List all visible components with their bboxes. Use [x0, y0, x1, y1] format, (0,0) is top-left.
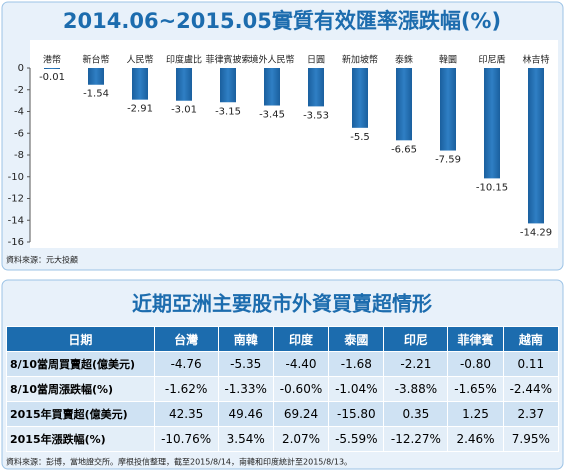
table-cell: 3.54% — [217, 426, 274, 452]
table-cell: 印尼 — [383, 326, 449, 352]
table-title: 近期亞洲主要股市外資買賣超情形 — [132, 292, 432, 316]
value-label: -3.01 — [171, 105, 197, 116]
table-row: 8/10當周漲跌幅(%) -1.62% -1.33% -0.60% -1.04% -3.8… — [6, 376, 560, 402]
table-cell: 8/10當周買賣超(億美元) — [6, 351, 155, 377]
table-cell: 泰國 — [328, 326, 385, 352]
table-cell: 日期 — [6, 326, 155, 352]
table-cell: 南韓 — [217, 326, 274, 352]
bar — [132, 68, 148, 100]
table-cell: 2.46% — [447, 426, 504, 452]
table-cell: -5.59% — [328, 426, 385, 452]
value-label: -2.91 — [127, 104, 153, 115]
category-label: 印度盧比 — [166, 54, 202, 66]
bar — [396, 68, 412, 141]
table-cell: 49.46 — [217, 401, 274, 427]
y-tick-label: -16 — [8, 237, 24, 248]
table-row: 日期 台灣 南韓 印度 泰國 印尼 菲律賓 越南 — [6, 326, 560, 352]
table-cell: -10.76% — [153, 426, 219, 452]
category-label: 韓圜 — [439, 55, 457, 66]
value-label: -0.01 — [39, 72, 65, 83]
table-cell: 1.25 — [447, 401, 504, 427]
table-row: 2015年漲跌幅(%) -10.76% 3.54% 2.07% -5.59% -12.27… — [6, 426, 560, 452]
bar — [264, 68, 280, 106]
category-label: 日圓 — [307, 55, 325, 66]
table-cell: -3.88% — [383, 376, 449, 402]
category-label: 新加坡幣 — [342, 54, 378, 66]
category-label: 菲律賓披索 — [205, 54, 250, 66]
table-cell: 8/10當周漲跌幅(%) — [6, 376, 155, 402]
value-label: -5.5 — [350, 132, 370, 143]
table-cell: -1.68 — [328, 351, 385, 377]
category-label: 泰銖 — [395, 54, 413, 66]
value-label: -14.29 — [520, 227, 552, 238]
value-label: -3.53 — [303, 110, 329, 121]
value-label: -3.45 — [259, 110, 285, 121]
table-cell: 42.35 — [153, 401, 219, 427]
plot-area — [30, 40, 558, 248]
bar — [484, 68, 500, 179]
value-label: -7.59 — [435, 155, 461, 166]
y-tick-label: -6 — [14, 128, 24, 139]
chart-source: 資料來源：元大投顧 — [6, 255, 78, 265]
table-cell: 2.07% — [272, 426, 330, 452]
table-cell: 2015年買賣超(億美元) — [6, 401, 155, 427]
data-table: 日期 台灣 南韓 印度 泰國 印尼 菲律賓 越南 8/10當周買賣超(億美元) -4.76 -5.3… — [6, 326, 560, 452]
bar — [440, 68, 456, 151]
table-cell: -0.80 — [447, 351, 504, 377]
bar — [176, 68, 192, 101]
bar — [308, 68, 324, 107]
category-label: 林吉特 — [522, 54, 549, 66]
chart-title: 2014.06~2015.05實質有效匯率漲跌幅(%) — [63, 9, 501, 33]
category-label: 印尼盾 — [478, 54, 505, 66]
table-cell: -4.40 — [272, 351, 330, 377]
table-cell: -2.44% — [502, 376, 560, 402]
table-cell: 69.24 — [272, 401, 330, 427]
table-cell: -15.80 — [328, 401, 385, 427]
y-tick-label: -2 — [14, 85, 24, 96]
table-cell: -1.04% — [328, 376, 385, 402]
y-tick-label: -4 — [14, 107, 24, 118]
bar — [352, 68, 368, 128]
bar — [220, 68, 236, 103]
value-label: -10.15 — [476, 182, 508, 193]
table-cell: -12.27% — [383, 426, 449, 452]
table-cell: 2015年漲跌幅(%) — [6, 426, 155, 452]
y-tick-label: -12 — [8, 194, 24, 205]
category-label: 人民幣 — [126, 54, 153, 66]
bar — [88, 68, 104, 85]
category-label: 港幣 — [43, 54, 61, 66]
table-row: 8/10當周買賣超(億美元) -4.76 -5.35 -4.40 -1.68 -2.21-… — [6, 351, 560, 377]
table-cell: 菲律賓 — [447, 326, 504, 352]
table-cell: 越南 — [502, 326, 560, 352]
table-cell: -0.60% — [272, 376, 330, 402]
bar — [44, 68, 60, 69]
value-label: -6.65 — [391, 144, 417, 155]
table-cell: -1.65% — [447, 376, 504, 402]
category-label: 境外人民幣 — [249, 54, 294, 66]
table-cell: -2.21 — [383, 351, 449, 377]
category-label: 新台幣 — [82, 54, 109, 66]
table-cell: 台灣 — [153, 326, 219, 352]
table-cell: 印度 — [272, 326, 330, 352]
y-tick-label: -14 — [8, 215, 24, 226]
table-cell: -1.62% — [153, 376, 219, 402]
table-cell: -4.76 — [153, 351, 219, 377]
value-label: -3.15 — [215, 106, 241, 117]
table-row: 2015年買賣超(億美元) 42.35 49.46 69.24 -15.80 0.35 1.… — [6, 401, 560, 427]
table-cell: 0.11 — [502, 351, 560, 377]
table-cell: 0.35 — [383, 401, 449, 427]
table-cell: 2.37 — [502, 401, 560, 427]
table-source: 資料來源：彭博，當地證交所。摩根投信整理，截至2015/8/14，南韓和印度統計… — [6, 457, 352, 467]
table-cell: -1.33% — [217, 376, 274, 402]
y-tick-label: -8 — [14, 150, 24, 161]
table-cell: 7.95% — [502, 426, 560, 452]
value-label: -1.54 — [83, 89, 109, 100]
bar — [528, 68, 544, 224]
table-cell: -5.35 — [217, 351, 274, 377]
y-tick-label: -10 — [8, 172, 24, 183]
y-tick-label: 0 — [18, 63, 24, 74]
